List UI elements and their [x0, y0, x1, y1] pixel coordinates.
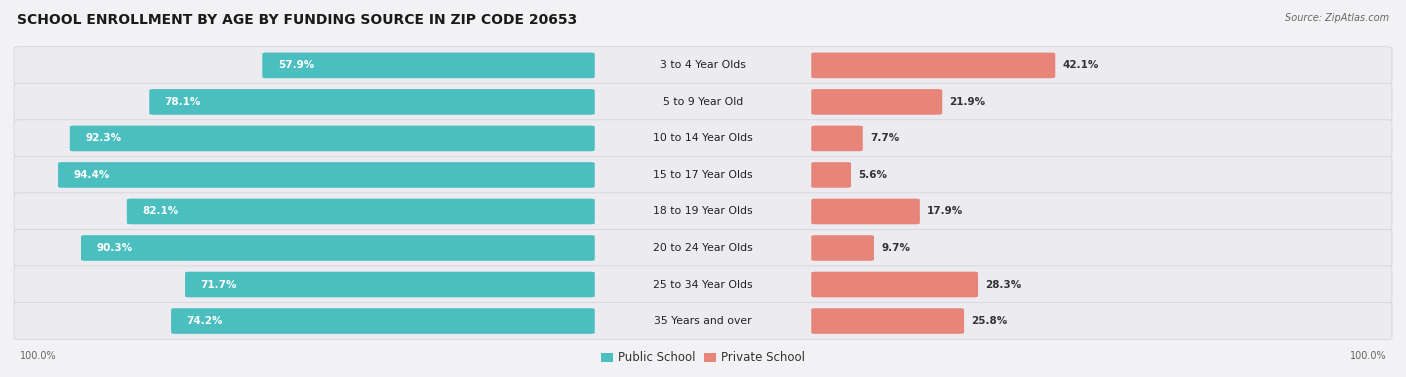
Text: 74.2%: 74.2%	[187, 316, 224, 326]
FancyBboxPatch shape	[14, 193, 1392, 230]
FancyBboxPatch shape	[14, 156, 1392, 194]
Text: 25.8%: 25.8%	[972, 316, 1007, 326]
FancyBboxPatch shape	[811, 89, 942, 115]
Text: 90.3%: 90.3%	[97, 243, 132, 253]
Text: 15 to 17 Year Olds: 15 to 17 Year Olds	[654, 170, 752, 180]
FancyBboxPatch shape	[811, 126, 863, 151]
FancyBboxPatch shape	[14, 229, 1392, 267]
Text: 25 to 34 Year Olds: 25 to 34 Year Olds	[654, 279, 752, 290]
Text: 28.3%: 28.3%	[986, 279, 1021, 290]
Text: Source: ZipAtlas.com: Source: ZipAtlas.com	[1285, 13, 1389, 23]
Text: 5.6%: 5.6%	[858, 170, 887, 180]
Text: SCHOOL ENROLLMENT BY AGE BY FUNDING SOURCE IN ZIP CODE 20653: SCHOOL ENROLLMENT BY AGE BY FUNDING SOUR…	[17, 13, 576, 27]
FancyBboxPatch shape	[811, 199, 920, 224]
FancyBboxPatch shape	[14, 266, 1392, 303]
Text: 21.9%: 21.9%	[949, 97, 986, 107]
FancyBboxPatch shape	[127, 199, 595, 224]
Text: 20 to 24 Year Olds: 20 to 24 Year Olds	[654, 243, 752, 253]
FancyBboxPatch shape	[14, 120, 1392, 157]
FancyBboxPatch shape	[811, 272, 979, 297]
Text: 7.7%: 7.7%	[870, 133, 898, 143]
Text: 57.9%: 57.9%	[278, 60, 314, 70]
FancyBboxPatch shape	[14, 47, 1392, 84]
FancyBboxPatch shape	[70, 126, 595, 151]
FancyBboxPatch shape	[811, 308, 965, 334]
Text: 94.4%: 94.4%	[73, 170, 110, 180]
Text: 3 to 4 Year Olds: 3 to 4 Year Olds	[659, 60, 747, 70]
Text: 42.1%: 42.1%	[1063, 60, 1098, 70]
FancyBboxPatch shape	[811, 52, 1056, 78]
Text: 10 to 14 Year Olds: 10 to 14 Year Olds	[654, 133, 752, 143]
FancyBboxPatch shape	[811, 235, 875, 261]
Text: 100.0%: 100.0%	[1350, 351, 1386, 361]
Text: 71.7%: 71.7%	[201, 279, 238, 290]
Text: 100.0%: 100.0%	[20, 351, 56, 361]
Legend: Public School, Private School: Public School, Private School	[596, 347, 810, 369]
Text: 82.1%: 82.1%	[142, 207, 179, 216]
Text: 17.9%: 17.9%	[927, 207, 963, 216]
Text: 18 to 19 Year Olds: 18 to 19 Year Olds	[654, 207, 752, 216]
FancyBboxPatch shape	[14, 302, 1392, 340]
FancyBboxPatch shape	[149, 89, 595, 115]
Text: 9.7%: 9.7%	[882, 243, 910, 253]
FancyBboxPatch shape	[186, 272, 595, 297]
Text: 35 Years and over: 35 Years and over	[654, 316, 752, 326]
FancyBboxPatch shape	[811, 162, 851, 188]
Text: 92.3%: 92.3%	[86, 133, 121, 143]
FancyBboxPatch shape	[263, 52, 595, 78]
FancyBboxPatch shape	[82, 235, 595, 261]
FancyBboxPatch shape	[172, 308, 595, 334]
Text: 78.1%: 78.1%	[165, 97, 201, 107]
FancyBboxPatch shape	[58, 162, 595, 188]
FancyBboxPatch shape	[14, 83, 1392, 121]
Text: 5 to 9 Year Old: 5 to 9 Year Old	[662, 97, 744, 107]
